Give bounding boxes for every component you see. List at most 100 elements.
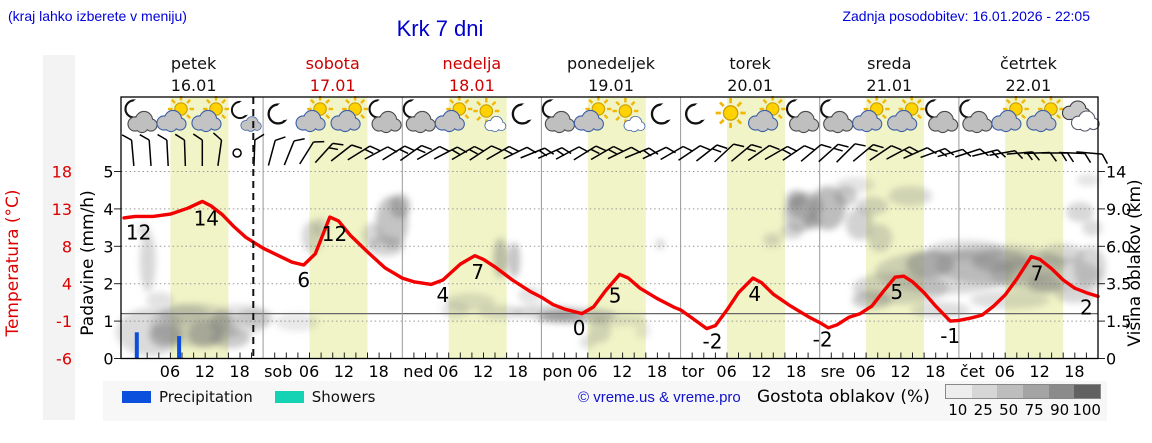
- sun-cloud-icon: [887, 96, 925, 133]
- svg-text:14: 14: [194, 207, 219, 231]
- x-axis-labels: 06 12 18 sob 06 12 18 ned 06 12 18 pon 06 12 18 tor 06 12…: [160, 362, 1085, 381]
- moon-cloud-icon: [124, 98, 158, 134]
- cloud-density-scale: [945, 384, 1101, 399]
- svg-text:nedelja: nedelja: [443, 54, 502, 73]
- svg-text:06: 06: [716, 362, 736, 381]
- svg-text:6: 6: [297, 268, 310, 292]
- svg-text:0: 0: [1106, 350, 1116, 369]
- svg-text:21.01: 21.01: [866, 76, 912, 95]
- svg-text:12: 12: [126, 221, 151, 245]
- svg-text:sreda: sreda: [867, 54, 911, 73]
- svg-text:4: 4: [62, 275, 72, 294]
- temperature-curve: [122, 199, 1100, 331]
- page-title: Krk 7 dni: [396, 16, 484, 41]
- svg-text:18: 18: [52, 163, 72, 182]
- svg-text:tor: tor: [682, 362, 705, 381]
- precipitation-swatch: [122, 391, 151, 403]
- svg-text:12: 12: [195, 362, 215, 381]
- svg-text:19.01: 19.01: [588, 76, 634, 95]
- svg-text:četrtek: četrtek: [1000, 54, 1058, 73]
- cloud-height-axis-title: Višina oblakov (km): [1125, 179, 1145, 346]
- svg-text:12: 12: [751, 362, 771, 381]
- svg-text:17.01: 17.01: [310, 76, 356, 95]
- svg-text:ned: ned: [403, 362, 433, 381]
- daylight-bands: [170, 97, 1064, 359]
- sun-cloud-icon: [852, 96, 890, 133]
- svg-text:18.01: 18.01: [449, 76, 495, 95]
- cloud-density-scale-numbers: 10 25 50 75 90 100: [945, 401, 1101, 419]
- day-headers: petek 16.01 sobota 17.01 nedelja 18.01 ponedel…: [171, 54, 1058, 95]
- svg-text:čet: čet: [960, 362, 985, 381]
- svg-text:6.0: 6.0: [1106, 237, 1131, 256]
- svg-text:ponedeljek: ponedeljek: [567, 54, 656, 73]
- svg-text:18: 18: [786, 362, 806, 381]
- svg-text:4: 4: [103, 200, 113, 219]
- svg-text:06: 06: [160, 362, 180, 381]
- svg-text:7: 7: [1031, 262, 1044, 286]
- svg-text:18: 18: [508, 362, 528, 381]
- credit-link[interactable]: © vreme.us & vreme.pro: [578, 389, 741, 406]
- moon-cloud-icon: [925, 98, 959, 134]
- cloud-scale-step: [946, 385, 972, 398]
- sun-cloud-icon: [747, 96, 786, 133]
- showers-swatch: [274, 391, 304, 403]
- svg-text:06: 06: [438, 362, 458, 381]
- svg-text:4: 4: [748, 282, 761, 306]
- axis-ticks: [114, 171, 1105, 359]
- svg-text:18: 18: [647, 362, 667, 381]
- moon-cloud-icon: [820, 98, 854, 134]
- svg-text:8: 8: [62, 237, 72, 256]
- svg-text:sob: sob: [264, 362, 292, 381]
- svg-text:12: 12: [473, 362, 493, 381]
- moon-cloud-icon: [402, 98, 436, 134]
- sun-cloud-icon: [573, 96, 612, 133]
- moon-icon: [684, 102, 710, 125]
- cloud-scale-number: 100: [1072, 401, 1101, 419]
- wind-barbs: [121, 132, 1109, 167]
- location-menu-hint: (kraj lahko izberete v meniju): [8, 8, 187, 24]
- svg-text:-2: -2: [703, 330, 723, 354]
- svg-text:-2: -2: [813, 327, 833, 351]
- svg-text:3: 3: [103, 237, 113, 256]
- svg-text:20.01: 20.01: [727, 76, 773, 95]
- cloud-scale-number: 50: [999, 401, 1019, 419]
- sun-cloud-icon: [156, 96, 194, 133]
- svg-text:5: 5: [890, 280, 903, 304]
- legend-row: Precipitation Showers: [122, 388, 375, 406]
- cloud-scale-step: [1074, 385, 1101, 398]
- cloud-scale-step: [1023, 385, 1049, 398]
- cloud-density-label: Gostota oblakov (%): [757, 387, 930, 407]
- svg-text:12: 12: [890, 362, 910, 381]
- cloud-scale-step: [971, 385, 998, 398]
- svg-text:14: 14: [1106, 163, 1126, 182]
- svg-text:-6: -6: [56, 350, 72, 369]
- svg-text:06: 06: [856, 362, 876, 381]
- svg-text:13: 13: [52, 200, 72, 219]
- svg-text:12: 12: [1029, 362, 1049, 381]
- precipitation-axis-title: Padavine (mm/h): [78, 190, 98, 335]
- moon-small-cloud-icon: [230, 100, 262, 132]
- precipitation-bars: [134, 332, 182, 359]
- svg-text:18: 18: [369, 362, 389, 381]
- cloud-density-blobs: [116, 174, 1106, 356]
- svg-text:18: 18: [925, 362, 945, 381]
- svg-text:18: 18: [229, 362, 249, 381]
- sun-icon: [715, 98, 746, 128]
- temperature-axis-title: Temperatura (°C): [3, 189, 23, 337]
- svg-text:3.5: 3.5: [1106, 275, 1131, 294]
- showers-label: Showers: [311, 388, 376, 406]
- last-updated-text: Zadnja posodobitev: 16.01.2026 - 22:05: [842, 8, 1090, 24]
- svg-text:18: 18: [1064, 362, 1084, 381]
- svg-text:06: 06: [995, 362, 1015, 381]
- svg-text:0: 0: [103, 350, 113, 369]
- svg-text:sre: sre: [821, 362, 845, 381]
- svg-text:-1: -1: [56, 312, 72, 331]
- sun-cloud-icon: [330, 96, 369, 133]
- cloud-scale-number: 90: [1050, 401, 1070, 419]
- svg-text:2: 2: [1080, 296, 1093, 320]
- cloud-scale-step: [997, 385, 1024, 398]
- svg-text:torek: torek: [729, 54, 771, 73]
